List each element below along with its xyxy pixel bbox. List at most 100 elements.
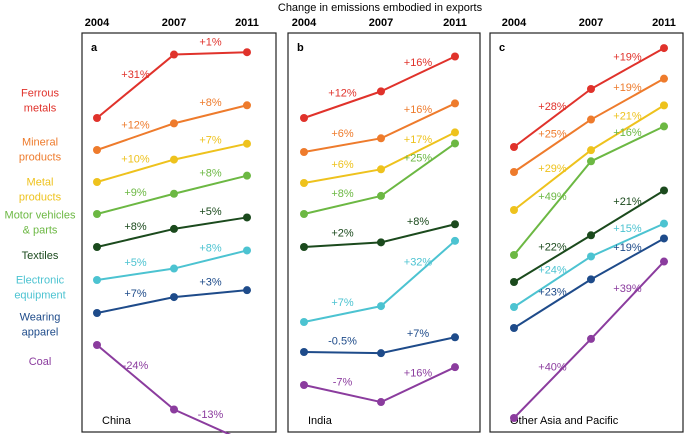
segment	[173, 249, 248, 270]
panel-frame	[81, 32, 277, 433]
segment	[380, 366, 456, 403]
dot	[451, 99, 459, 108]
row-label-line: metals	[24, 102, 57, 114]
row-label: Metal products	[19, 176, 62, 203]
dot	[451, 333, 459, 342]
change-label: +10%	[121, 154, 150, 166]
segment	[513, 88, 592, 148]
change-label: +21%	[613, 111, 642, 123]
segment	[590, 104, 665, 152]
segment	[303, 168, 382, 184]
dot	[451, 363, 459, 372]
segment	[173, 51, 248, 56]
segment	[303, 384, 382, 404]
segment	[380, 131, 456, 171]
change-label: +23%	[538, 287, 567, 299]
dot	[451, 52, 459, 61]
year-label: 2004	[85, 17, 110, 29]
change-label: -13%	[198, 409, 224, 421]
panel-name: India	[308, 415, 333, 427]
change-label: -24%	[123, 360, 149, 372]
row-label: Coal	[29, 356, 52, 368]
panel-letter: a	[91, 42, 98, 54]
change-label: +22%	[538, 242, 567, 254]
row-label-line: & parts	[23, 224, 58, 236]
row-label: Ferrous metals	[21, 87, 59, 114]
row-label-line: Motor vehicles	[5, 209, 76, 221]
dot	[660, 234, 668, 243]
change-label: +15%	[613, 223, 642, 235]
change-label: +7%	[407, 328, 430, 340]
change-label: +16%	[404, 368, 433, 380]
change-label: +25%	[404, 153, 433, 165]
change-label: +7%	[199, 135, 222, 147]
segment	[303, 194, 382, 215]
change-label: +49%	[538, 191, 567, 203]
change-label: +31%	[121, 69, 150, 81]
dot	[243, 246, 251, 255]
row-label-line: Textiles	[22, 250, 59, 262]
year-label: 2011	[652, 17, 676, 29]
dot	[243, 48, 251, 57]
row-label: Motor vehicles & parts	[5, 209, 76, 236]
segment	[303, 351, 382, 355]
change-label: +16%	[404, 57, 433, 69]
change-label: +5%	[124, 257, 147, 269]
segment	[173, 216, 248, 230]
segment	[513, 278, 592, 329]
segment	[96, 227, 175, 248]
chart-title: Change in emissions embodied in exports	[278, 2, 483, 14]
change-label: +40%	[538, 361, 567, 373]
change-label: +7%	[331, 297, 354, 309]
year-label: 2004	[292, 17, 317, 29]
segment	[513, 160, 592, 256]
segment	[380, 336, 456, 355]
segment	[513, 338, 592, 419]
segment	[173, 104, 248, 125]
change-label: -7%	[333, 376, 353, 388]
segment	[303, 305, 382, 323]
dot	[660, 186, 668, 195]
segment	[173, 142, 248, 161]
segment	[96, 158, 175, 183]
panel-name: China	[102, 415, 132, 427]
segment	[96, 267, 175, 281]
year-label: 2007	[162, 17, 186, 29]
change-label: +8%	[199, 168, 222, 180]
change-label: +8%	[407, 216, 430, 228]
segment	[303, 90, 382, 119]
change-label: +12%	[121, 120, 150, 132]
change-label: +19%	[613, 242, 642, 254]
dot	[243, 286, 251, 295]
row-label-line: products	[19, 151, 62, 163]
dot	[243, 171, 251, 180]
panel-letter: b	[297, 42, 304, 54]
row-label-line: Mineral	[22, 136, 58, 148]
dot	[660, 101, 668, 110]
change-label: +6%	[331, 128, 354, 140]
panel-name: Other Asia and Pacific	[510, 415, 619, 427]
segment	[380, 102, 456, 140]
year-label: 2011	[235, 17, 259, 29]
dot	[660, 219, 668, 228]
segment	[303, 137, 382, 153]
change-label: +6%	[331, 159, 354, 171]
change-label: +8%	[199, 242, 222, 254]
row-label: Mineral products	[19, 136, 62, 163]
change-label: +7%	[124, 288, 147, 300]
row-label: Electronic equipment	[14, 274, 65, 301]
panel-letter: c	[499, 42, 505, 54]
segment	[590, 77, 665, 121]
row-label-line: equipment	[14, 289, 65, 301]
change-label: +19%	[613, 51, 642, 63]
segment	[96, 344, 175, 411]
segment	[173, 174, 248, 195]
segment	[590, 125, 665, 163]
change-label: +12%	[328, 88, 357, 100]
panel-frame	[287, 32, 481, 433]
dot	[660, 44, 668, 53]
row-label-line: Wearing	[20, 311, 61, 323]
change-label: +5%	[199, 206, 222, 218]
change-label: +39%	[613, 283, 642, 295]
